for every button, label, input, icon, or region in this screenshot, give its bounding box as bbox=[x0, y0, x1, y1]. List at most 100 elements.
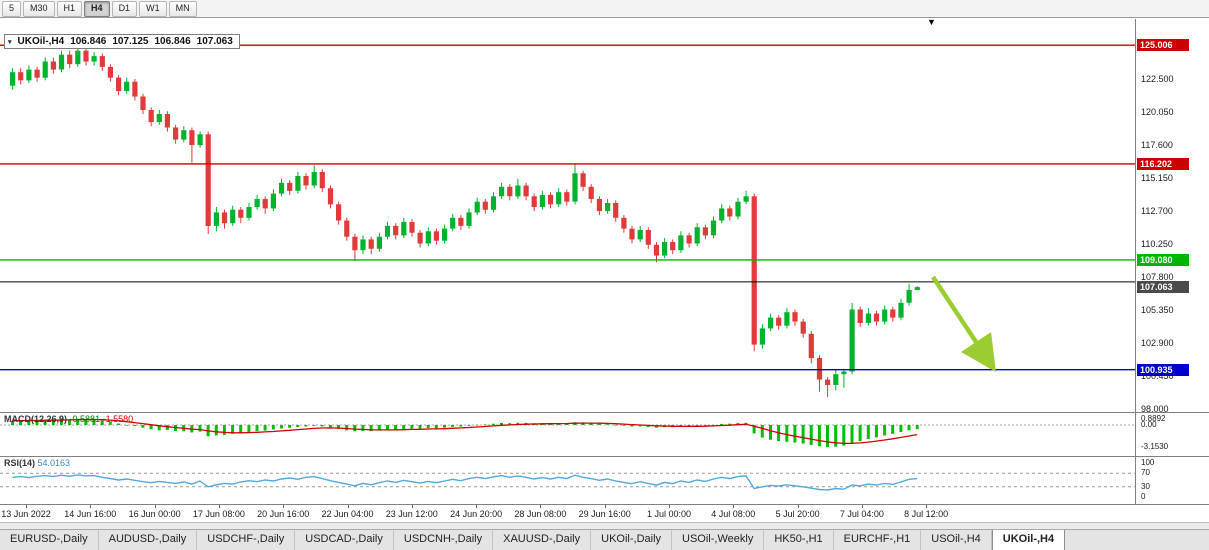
rsi-label: RSI(14) 54.0163 bbox=[4, 458, 70, 468]
time-axis-label: 14 Jun 16:00 bbox=[64, 509, 117, 519]
time-tick bbox=[669, 505, 670, 508]
tab-ukoil-h4[interactable]: UKOil-,H4 bbox=[991, 530, 1066, 550]
price-axis: 122.500 120.050 117.600 115.150 112.700 110.2… bbox=[1135, 19, 1209, 504]
time-tick bbox=[604, 505, 606, 508]
time-axis-label: 24 Jun 20:00 bbox=[450, 509, 503, 519]
timeframe-button-h1[interactable]: H1 bbox=[56, 0, 83, 17]
time-tick bbox=[154, 505, 156, 508]
macd-chart bbox=[0, 418, 1135, 448]
timeframe-button-mn[interactable]: MN bbox=[168, 0, 197, 17]
axis-tick-label: 110.250 bbox=[1141, 239, 1173, 250]
time-tick bbox=[476, 505, 478, 508]
axis-tick-label: 102.900 bbox=[1141, 338, 1174, 349]
tab-xauusd-daily[interactable]: XAUUSD-,Daily bbox=[493, 530, 592, 550]
time-axis-label: 20 Jun 16:00 bbox=[257, 509, 310, 519]
macd-signal-value: -1.5580 bbox=[102, 414, 134, 424]
axis-tick-label: 112.700 bbox=[1141, 206, 1173, 217]
time-tick bbox=[797, 505, 799, 508]
time-axis-label: 29 Jun 16:00 bbox=[578, 509, 631, 519]
axis-tick-label: 122.500 bbox=[1141, 74, 1174, 84]
chart-tabs: EURUSD-,Daily AUDUSD-,Daily USDCHF-,Daily U… bbox=[0, 529, 1209, 550]
collapse-triangle-icon[interactable]: ▾ bbox=[8, 38, 12, 46]
rsi-chart bbox=[0, 472, 1135, 491]
macd-main-value: -0.5881 bbox=[69, 414, 101, 424]
time-tick bbox=[733, 505, 735, 508]
price-level-chip: 100.935 bbox=[1137, 363, 1189, 376]
rsi-name: RSI(14) bbox=[4, 458, 36, 468]
time-tick bbox=[926, 505, 928, 508]
timeframe-toolbar: 5 M30 H1 H4 D1 W1 MN bbox=[0, 0, 1209, 18]
rsi-panel[interactable]: RSI(14) 54.0163 bbox=[0, 457, 1135, 504]
time-axis-label: 23 Jun 12:00 bbox=[385, 509, 438, 519]
axis-tick-label: 117.600 bbox=[1141, 140, 1173, 150]
axis-tick-label: 0 bbox=[1141, 492, 1146, 501]
axis-tick-label: 0.00 bbox=[1141, 420, 1157, 429]
time-axis-label: 13 Jun 2022 bbox=[1, 509, 51, 519]
panel-separator[interactable] bbox=[0, 456, 1209, 457]
panel-separator[interactable] bbox=[0, 412, 1209, 413]
axis-tick-label: 70 bbox=[1141, 468, 1150, 478]
time-axis-label: 28 Jun 08:00 bbox=[514, 509, 567, 519]
axis-tick-label: 120.050 bbox=[1141, 107, 1174, 117]
time-axis-label: 8 Jul 12:00 bbox=[904, 509, 949, 519]
tab-usoil-h4[interactable]: USOil-,H4 bbox=[921, 530, 992, 550]
tab-usoil-weekly[interactable]: USOil-,Weekly bbox=[672, 530, 765, 550]
axis-tick-label: 0.8892 bbox=[1141, 413, 1166, 423]
time-axis-label: 5 Jul 20:00 bbox=[775, 509, 820, 519]
time-tick bbox=[26, 505, 27, 508]
macd-label: MACD(12,26,9) -0.5881 -1.5580 bbox=[4, 414, 133, 424]
tab-eurchf-h1[interactable]: EURCHF-,H1 bbox=[834, 530, 922, 550]
timeframe-button-5[interactable]: 5 bbox=[2, 0, 22, 17]
horizontal-scrollbar[interactable] bbox=[0, 522, 1209, 529]
candlestick-chart[interactable] bbox=[0, 19, 1135, 412]
chart-symbol: UKOil-,H4 bbox=[17, 36, 65, 47]
macd-name: MACD(12,26,9) bbox=[4, 414, 68, 424]
tab-usdchf-daily[interactable]: USDCHF-,Daily bbox=[197, 530, 296, 550]
panel-separator bbox=[0, 504, 1209, 505]
axis-tick-label: 30 bbox=[1141, 481, 1150, 491]
time-axis-label: 22 Jun 04:00 bbox=[321, 509, 374, 519]
axis-tick-label: 105.350 bbox=[1141, 305, 1174, 316]
time-axis-label: 17 Jun 08:00 bbox=[192, 509, 245, 519]
ohlc-low: 106.846 bbox=[154, 36, 191, 47]
time-axis: 13 Jun 2022 14 Jun 16:00 16 Jun 00:00 17 Ju… bbox=[0, 505, 1209, 521]
axis-tick-label: 115.150 bbox=[1141, 173, 1173, 184]
price-level-chip: 107.063 bbox=[1137, 281, 1189, 294]
axis-tick-label: 107.800 bbox=[1141, 272, 1174, 283]
price-level-chip: 116.202 bbox=[1137, 157, 1189, 170]
time-tick bbox=[218, 505, 220, 508]
tab-eurusd-daily[interactable]: EURUSD-,Daily bbox=[0, 530, 99, 550]
time-axis-label: 1 Jul 00:00 bbox=[646, 509, 692, 519]
time-tick bbox=[861, 505, 863, 508]
time-tick bbox=[90, 505, 92, 508]
axis-tick-label: 98.000 bbox=[1141, 404, 1169, 415]
time-axis-label: 16 Jun 00:00 bbox=[128, 509, 181, 519]
timeframe-button-m30[interactable]: M30 bbox=[23, 0, 55, 17]
timeframe-button-d1[interactable]: D1 bbox=[111, 0, 138, 17]
ohlc-close: 107.063 bbox=[196, 36, 233, 47]
price-level-chip: 125.006 bbox=[1137, 39, 1189, 52]
chart-shift-marker-icon: ▼ bbox=[927, 17, 936, 27]
time-axis-label: 7 Jul 04:00 bbox=[839, 509, 884, 519]
main-chart[interactable]: ▾ UKOil-,H4 106.846 107.125 106.846 107.… bbox=[0, 17, 1135, 412]
axis-tick-label: 100.450 bbox=[1141, 371, 1174, 382]
macd-panel[interactable]: MACD(12,26,9) -0.5881 -1.5580 bbox=[0, 413, 1135, 456]
rsi-value: 54.0163 bbox=[37, 458, 71, 468]
ohlc-readout: ▾ UKOil-,H4 106.846 107.125 106.846 107.… bbox=[4, 34, 240, 49]
timeframe-button-h4[interactable]: H4 bbox=[84, 0, 110, 17]
time-axis-label: 4 Jul 08:00 bbox=[711, 509, 756, 519]
ohlc-open: 106.846 bbox=[70, 36, 107, 47]
ohlc-high: 107.125 bbox=[112, 36, 149, 47]
tab-usdcnh-daily[interactable]: USDCNH-,Daily bbox=[394, 530, 494, 550]
axis-tick-label: -3.1530 bbox=[1141, 442, 1169, 452]
tab-hk50-h1[interactable]: HK50-,H1 bbox=[764, 530, 834, 550]
tab-ukoil-daily[interactable]: UKOil-,Daily bbox=[591, 530, 673, 550]
tab-audusd-daily[interactable]: AUDUSD-,Daily bbox=[99, 530, 198, 550]
time-tick bbox=[540, 505, 542, 508]
axis-tick-label: 100 bbox=[1141, 458, 1155, 467]
bearish-arrow-annotation[interactable] bbox=[931, 275, 996, 373]
timeframe-button-w1[interactable]: W1 bbox=[139, 0, 167, 17]
time-tick bbox=[283, 505, 285, 508]
price-level-chip: 109.080 bbox=[1137, 253, 1189, 266]
tab-usdcad-daily[interactable]: USDCAD-,Daily bbox=[295, 530, 394, 550]
